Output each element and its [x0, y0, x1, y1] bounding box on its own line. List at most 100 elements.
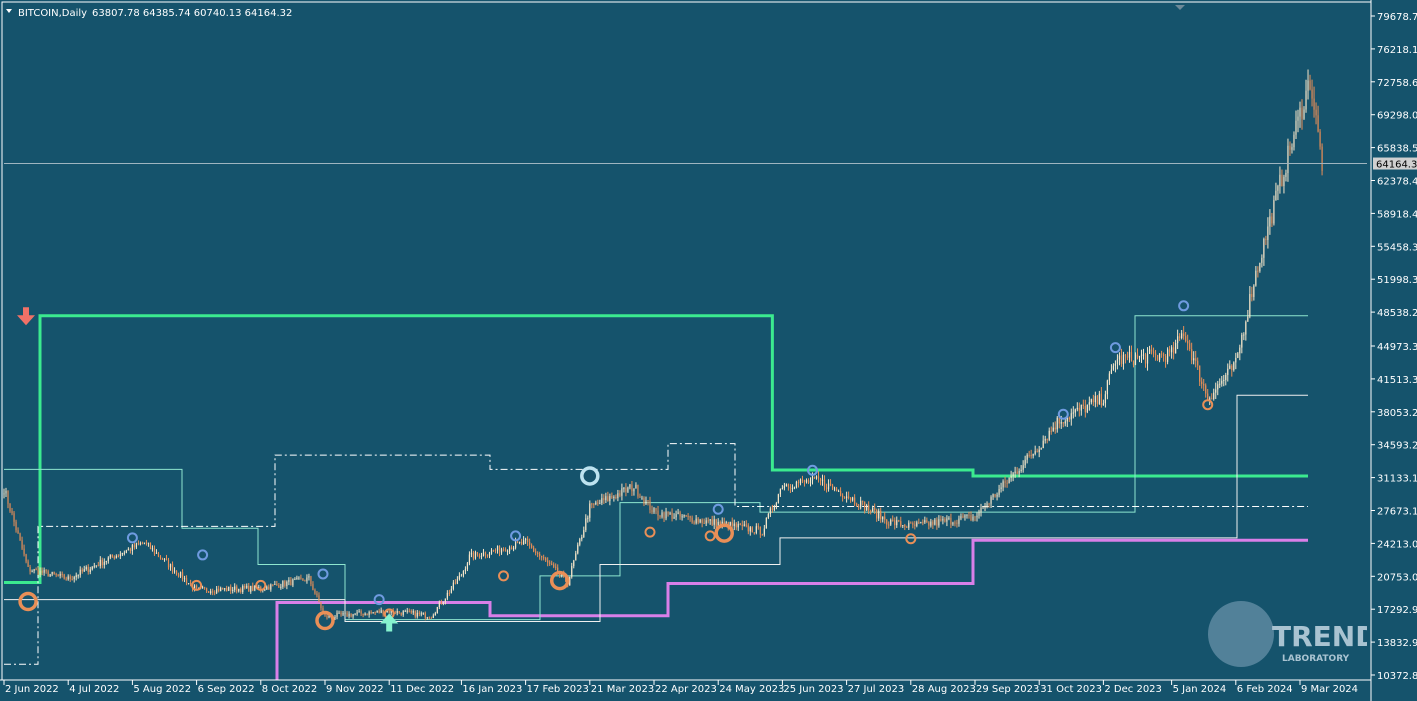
candle-body: [1269, 216, 1271, 227]
candle-body: [896, 520, 898, 526]
candle-body: [1068, 417, 1070, 420]
candle-body: [228, 586, 230, 591]
candle-body: [1024, 459, 1026, 466]
candle-body: [571, 566, 573, 577]
candle-body: [912, 523, 914, 525]
candle-body: [484, 552, 487, 556]
candle-body: [751, 527, 753, 533]
candle-body: [1084, 406, 1086, 413]
candle-body: [1114, 363, 1117, 366]
candle-body: [440, 602, 442, 605]
candle-body: [593, 503, 595, 505]
candle-body: [1052, 427, 1054, 431]
y-tick-label: 69298.05: [1377, 111, 1417, 122]
candle-body: [811, 476, 814, 481]
candle-body: [450, 588, 452, 593]
candle-body: [298, 577, 300, 579]
candle-body: [795, 481, 798, 488]
candle-body: [506, 551, 509, 553]
candle-body: [141, 543, 144, 545]
candle-body: [1014, 471, 1016, 474]
collapse-menu-icon[interactable]: [6, 9, 12, 13]
dashdot-band: [4, 443, 1308, 665]
candle-body: [745, 524, 747, 526]
candle-body: [240, 588, 242, 593]
candle-body: [151, 548, 154, 550]
candle-body: [1030, 455, 1032, 457]
candle-body: [420, 613, 422, 615]
candle-body: [687, 516, 689, 518]
swing-high-marker: [126, 532, 138, 544]
candle-body: [1152, 351, 1155, 354]
trend-laboratory-logo: TREND LABORATORY: [1208, 601, 1378, 667]
candle-body: [486, 555, 489, 557]
candle-body: [1008, 477, 1010, 484]
candle-body: [222, 587, 224, 590]
candle-body: [502, 549, 505, 551]
candle-body: [817, 476, 820, 479]
candle-body: [1166, 349, 1169, 362]
swing-high-marker: [806, 464, 818, 476]
candle-body: [918, 522, 920, 524]
candle-body: [302, 578, 304, 581]
candle-body: [402, 611, 404, 615]
candle-body: [1038, 449, 1040, 453]
candle-body: [803, 480, 806, 483]
candle-body: [204, 587, 206, 589]
candle-body: [1221, 380, 1223, 384]
candle-body: [1171, 347, 1173, 353]
candle-body: [101, 559, 103, 566]
candle-body: [1235, 357, 1237, 363]
candle-body: [523, 540, 525, 545]
candle-body: [328, 615, 330, 618]
candle-body: [936, 519, 938, 526]
candle-body: [386, 610, 388, 613]
candle-body: [210, 591, 212, 593]
candle-body: [831, 485, 834, 489]
candle-body: [589, 503, 591, 518]
candle-body: [833, 488, 836, 490]
candle-body: [354, 613, 356, 615]
candle-body: [533, 547, 535, 552]
candle-body: [87, 567, 89, 572]
candle-body: [202, 587, 204, 589]
candle-body: [382, 610, 384, 615]
candle-body: [167, 559, 170, 568]
candle-body: [177, 574, 180, 577]
candle-body: [1020, 469, 1022, 471]
candle-body: [264, 589, 266, 591]
candle-body: [1247, 316, 1249, 322]
candle-body: [1054, 427, 1056, 430]
candle-body: [111, 554, 113, 557]
x-tick-label: 28 Aug 2023: [912, 684, 976, 695]
shift-marker-icon[interactable]: [1175, 5, 1185, 10]
candle-body: [1104, 394, 1106, 404]
candle-body: [769, 508, 771, 514]
candle-body: [1241, 334, 1243, 348]
candle-body: [246, 585, 248, 588]
candle-body: [994, 494, 996, 497]
candle-body: [346, 612, 348, 617]
candle-body: [1060, 422, 1062, 424]
candle-body: [1285, 173, 1287, 177]
candle-body: [1297, 116, 1299, 121]
candle-body: [813, 476, 816, 479]
candle-body: [599, 503, 601, 505]
trend-line-green: [4, 314, 1308, 585]
candle-body: [284, 581, 286, 586]
candle-body: [456, 579, 458, 584]
candle-body: [641, 497, 643, 499]
candle-body: [1098, 393, 1100, 404]
candle-body: [248, 585, 250, 592]
candle-body: [69, 576, 71, 579]
candle-body: [376, 610, 378, 613]
candle-body: [1189, 343, 1191, 350]
candle-body: [729, 521, 731, 529]
candle-body: [761, 534, 763, 536]
candle-body: [1305, 90, 1307, 110]
candle-body: [1100, 393, 1102, 406]
candle-body: [1046, 439, 1048, 441]
candle-body: [189, 583, 192, 585]
y-tick-label: 58918.40: [1377, 209, 1417, 220]
